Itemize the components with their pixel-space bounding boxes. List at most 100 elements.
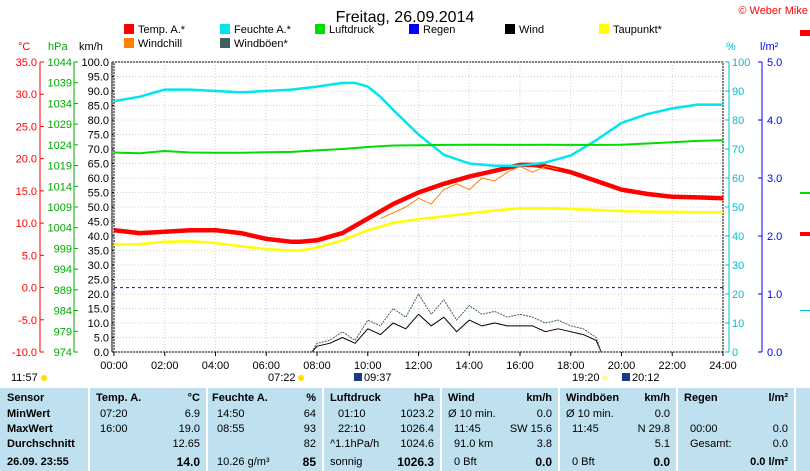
- press-axis-tick-label: 999: [54, 243, 72, 255]
- legend-label: Wind: [519, 24, 544, 36]
- hum-axis-tick-label: 90: [732, 86, 744, 98]
- legend-swatch: [124, 38, 134, 48]
- wind-axis-tick-label: 75.0: [88, 130, 109, 142]
- legend-label: Windchill: [138, 38, 182, 50]
- unit-hum: %: [726, 41, 736, 53]
- wind-axis-tick-label: 40.0: [88, 231, 109, 243]
- edge-fragment-4: [800, 310, 810, 311]
- press-axis-tick-label: 1009: [48, 202, 72, 214]
- wind-unit: km/h: [526, 392, 552, 404]
- sensor-date-label: 26.09. 23:55: [7, 456, 69, 468]
- separator: [676, 388, 678, 471]
- x-tick-label: 00:00: [100, 360, 128, 372]
- wind-axis-tick-label: 55.0: [88, 188, 109, 200]
- events-row: 11:57 07:22 09:37 19:20 20:12: [0, 371, 810, 387]
- press-max-value: 1026.4: [400, 423, 434, 435]
- legend-label: Windböen*: [234, 38, 289, 50]
- hum-max-value: 93: [303, 423, 316, 435]
- wind-header: Wind: [448, 392, 475, 404]
- gust-avg-label: Ø 10 min.: [566, 408, 614, 420]
- press-forecast: sonnig: [330, 456, 363, 468]
- unit-wind: km/h: [79, 41, 103, 53]
- rain-time: 00:00: [690, 423, 718, 435]
- legend-swatch: [220, 38, 230, 48]
- moonrise-icon: [622, 373, 630, 381]
- wind-axis-tick-label: 60.0: [88, 173, 109, 185]
- wind-axis-tick-label: 70.0: [88, 144, 109, 156]
- wind-max-value: SW 15.6: [509, 423, 552, 435]
- press-avg-value: 1024.6: [400, 438, 434, 450]
- wind-axis-tick-label: 100.0: [81, 57, 109, 69]
- sensor-min-label: MinWert: [7, 408, 51, 420]
- section-humidity: Feuchte A. % 14:50 64 08:55 93 82 10.26 …: [208, 388, 322, 471]
- gust-mean-value: 5.1: [654, 438, 670, 450]
- gust-unit: km/h: [644, 392, 670, 404]
- press-axis-tick-label: 974: [54, 347, 72, 359]
- temp-axis-tick-label: -10.0: [12, 347, 37, 359]
- press-axis-tick-label: 1044: [48, 57, 72, 69]
- temp-axis-tick-label: 25.0: [16, 121, 37, 133]
- rain-axis-tick-label: 4.0: [767, 115, 782, 127]
- rain-axis-tick-label: 3.0: [767, 173, 782, 185]
- section-gusts: Windböen km/h Ø 10 min. 0.0 11:45 N 29.8…: [560, 388, 676, 471]
- x-tick-label: 24:00: [709, 360, 737, 372]
- section-temp: Temp. A. °C 07:20 6.9 16:00 19.0 12.65 1…: [90, 388, 206, 471]
- section-rain: Regen l/m² 00:00 0.0 Gesamt: 0.0 0.0 l/m…: [678, 388, 794, 471]
- wind-axis-tick-label: 90.0: [88, 86, 109, 98]
- sunrise-time: 07:22: [268, 372, 296, 384]
- legend-label: Regen: [423, 24, 455, 36]
- section-wind: Wind km/h Ø 10 min. 0.0 11:45 SW 15.6 91…: [442, 388, 558, 471]
- press-axis-tick-label: 979: [54, 326, 72, 338]
- x-tick-label: 02:00: [151, 360, 179, 372]
- credit-label: © Weber Mike: [738, 5, 808, 17]
- hum-axis-tick-label: 0: [732, 347, 738, 359]
- hum-axis-tick-label: 100: [732, 57, 750, 69]
- legend-swatch: [409, 24, 419, 34]
- wind-current-value: 0.0: [535, 455, 552, 469]
- wind-axis-tick-label: 50.0: [88, 202, 109, 214]
- press-axis-tick-label: 989: [54, 285, 72, 297]
- press-header: Luftdruck: [330, 392, 381, 404]
- unit-rain: l/m²: [760, 41, 779, 53]
- sensor-max-label: MaxWert: [7, 423, 53, 435]
- hum-axis-tick-label: 50: [732, 202, 744, 214]
- wind-axis-tick-label: 45.0: [88, 217, 109, 229]
- legend-label: Temp. A.*: [138, 24, 186, 36]
- legend-swatch: [599, 24, 609, 34]
- x-tick-label: 08:00: [303, 360, 331, 372]
- rain-axis-tick-label: 5.0: [767, 57, 782, 69]
- wind-axis-tick-label: 85.0: [88, 101, 109, 113]
- sunset-icon: [602, 375, 608, 381]
- moonrise-time: 20:12: [632, 372, 660, 384]
- separator: [794, 388, 796, 471]
- separator: [206, 388, 208, 471]
- press-min-value: 1023.2: [400, 408, 434, 420]
- legend-label: Luftdruck: [329, 24, 375, 36]
- wind-axis-tick-label: 15.0: [88, 304, 109, 316]
- x-tick-label: 06:00: [252, 360, 280, 372]
- x-tick-label: 22:00: [658, 360, 686, 372]
- weather-chart: Freitag, 26.09.2014 © Weber Mike Temp. A…: [12, 5, 810, 372]
- rain-current-value: 0.0 l/m²: [750, 456, 788, 468]
- temp-max-time: 16:00: [100, 423, 128, 435]
- hum-axis-tick-label: 30: [732, 260, 744, 272]
- temp-axis-tick-label: 20.0: [16, 154, 37, 166]
- rain-header: Regen: [684, 392, 718, 404]
- temp-axis-tick-label: 30.0: [16, 89, 37, 101]
- wind-mean-value: 3.8: [536, 438, 552, 450]
- wind-avg-label: Ø 10 min.: [448, 408, 496, 420]
- legend-swatch: [505, 24, 515, 34]
- wind-distance: 91.0 km: [454, 438, 494, 450]
- temp-min-time: 07:20: [100, 408, 128, 420]
- hum-header: Feuchte A.: [212, 392, 268, 404]
- press-current-value: 1026.3: [397, 455, 434, 469]
- sunrise-icon: [298, 375, 304, 381]
- gust-max-time: 11:45: [572, 423, 599, 435]
- press-max-time: 22:10: [338, 423, 366, 435]
- rain-axis-tick-label: 0.0: [767, 347, 782, 359]
- hum-axis-tick-label: 10: [732, 318, 744, 330]
- series-line: [380, 165, 559, 220]
- wind-axis-tick-label: 5.0: [94, 333, 109, 345]
- temp-axis-tick-label: 35.0: [16, 57, 37, 69]
- wind-max-time: 11:45: [454, 423, 481, 435]
